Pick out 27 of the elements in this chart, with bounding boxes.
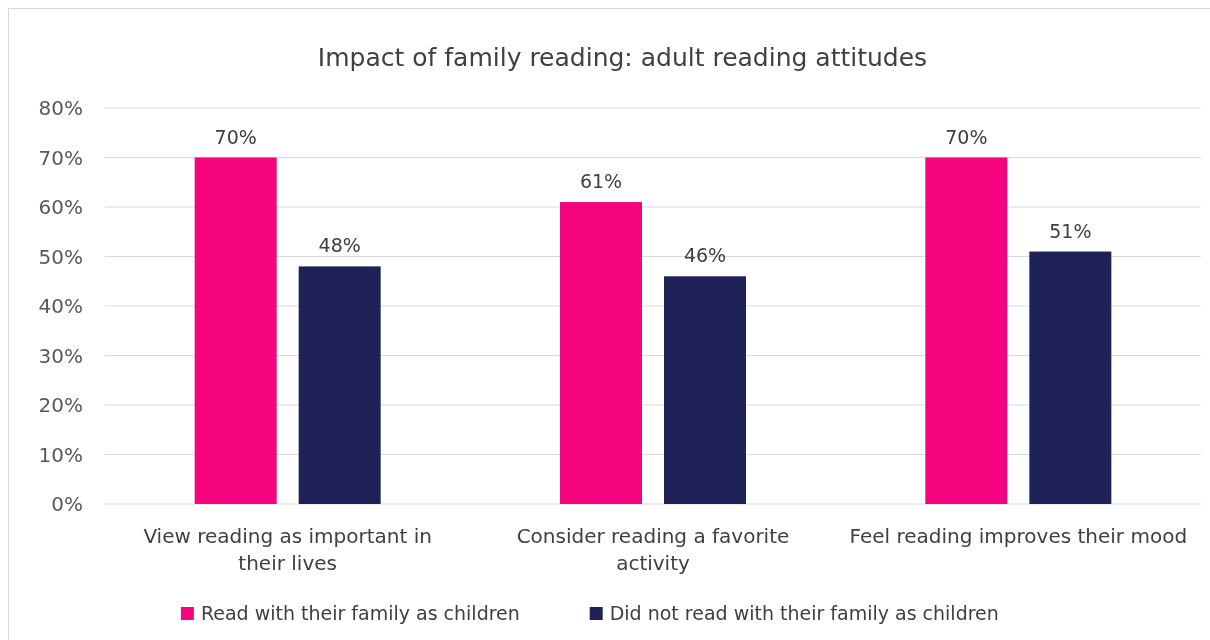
bar (560, 202, 642, 504)
legend-label: Did not read with their family as children (609, 602, 999, 624)
bar (1029, 251, 1112, 504)
y-tick-label: 80% (38, 96, 83, 120)
x-tick-label: Feel reading improves their mood (849, 524, 1188, 548)
bar (925, 157, 1008, 504)
y-tick-label: 50% (38, 244, 83, 269)
y-tick-label: 70% (38, 145, 83, 170)
y-tick-label: 10% (38, 442, 83, 467)
x-tick-label: View reading as important in their lives (143, 524, 432, 575)
chart-title: Impact of family reading: adult reading attitudes (317, 43, 928, 72)
bar (664, 276, 746, 504)
y-tick-label: 60% (38, 195, 83, 219)
y-tick-label: 40% (38, 294, 83, 318)
bar (194, 157, 277, 504)
bar (298, 266, 381, 504)
legend-label: Read with their family as children (200, 602, 520, 624)
data-label: 46% (683, 244, 727, 267)
y-tick-label: 0% (51, 492, 83, 516)
data-label: 48% (318, 234, 361, 257)
data-label: 61% (579, 170, 623, 193)
x-tick-label: Consider reading a favorite activity (516, 524, 790, 575)
data-label: 51% (1049, 219, 1092, 242)
y-tick-label: 30% (38, 343, 83, 368)
data-label: 70% (214, 125, 257, 148)
data-label: 70% (945, 125, 988, 148)
y-tick-label: 20% (38, 393, 83, 417)
